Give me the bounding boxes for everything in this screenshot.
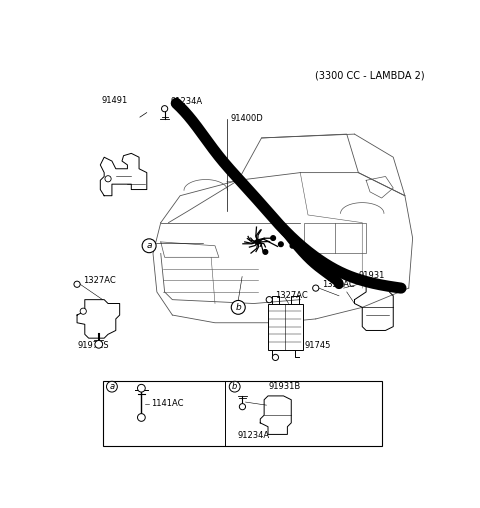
Text: b: b (232, 382, 238, 391)
Circle shape (74, 281, 80, 288)
Text: 91931B: 91931B (268, 382, 300, 391)
Circle shape (231, 300, 245, 314)
Text: 91745: 91745 (305, 341, 331, 350)
Text: 91234A: 91234A (171, 97, 203, 106)
Circle shape (263, 249, 268, 254)
Circle shape (137, 414, 145, 421)
Text: 1327AC: 1327AC (83, 276, 116, 285)
Circle shape (271, 236, 276, 240)
Text: b: b (235, 303, 241, 312)
Circle shape (229, 382, 240, 392)
Circle shape (142, 239, 156, 252)
Text: 91972S: 91972S (77, 341, 108, 350)
Text: 91931: 91931 (359, 271, 385, 280)
Circle shape (255, 240, 260, 244)
Circle shape (266, 297, 272, 303)
Circle shape (272, 355, 278, 361)
Text: 1141AC: 1141AC (151, 399, 183, 408)
Circle shape (162, 106, 168, 112)
Bar (268, 303, 302, 350)
Text: 91234A: 91234A (238, 431, 270, 440)
Circle shape (312, 285, 319, 291)
Text: a: a (146, 241, 152, 250)
Text: (3300 CC - LAMBDA 2): (3300 CC - LAMBDA 2) (314, 70, 424, 80)
Text: 91491: 91491 (101, 96, 127, 105)
Circle shape (107, 382, 117, 392)
Circle shape (95, 340, 103, 348)
Text: 1327AC: 1327AC (276, 291, 308, 300)
Bar (304, 223, 366, 253)
Text: a: a (109, 382, 115, 391)
Circle shape (137, 385, 145, 392)
Circle shape (80, 308, 86, 314)
Text: 91400D: 91400D (230, 114, 263, 122)
Text: 1327AC: 1327AC (322, 280, 355, 289)
Circle shape (278, 242, 283, 246)
Circle shape (105, 176, 111, 182)
Circle shape (240, 404, 246, 410)
Bar (103, 380, 382, 446)
Circle shape (290, 243, 295, 248)
